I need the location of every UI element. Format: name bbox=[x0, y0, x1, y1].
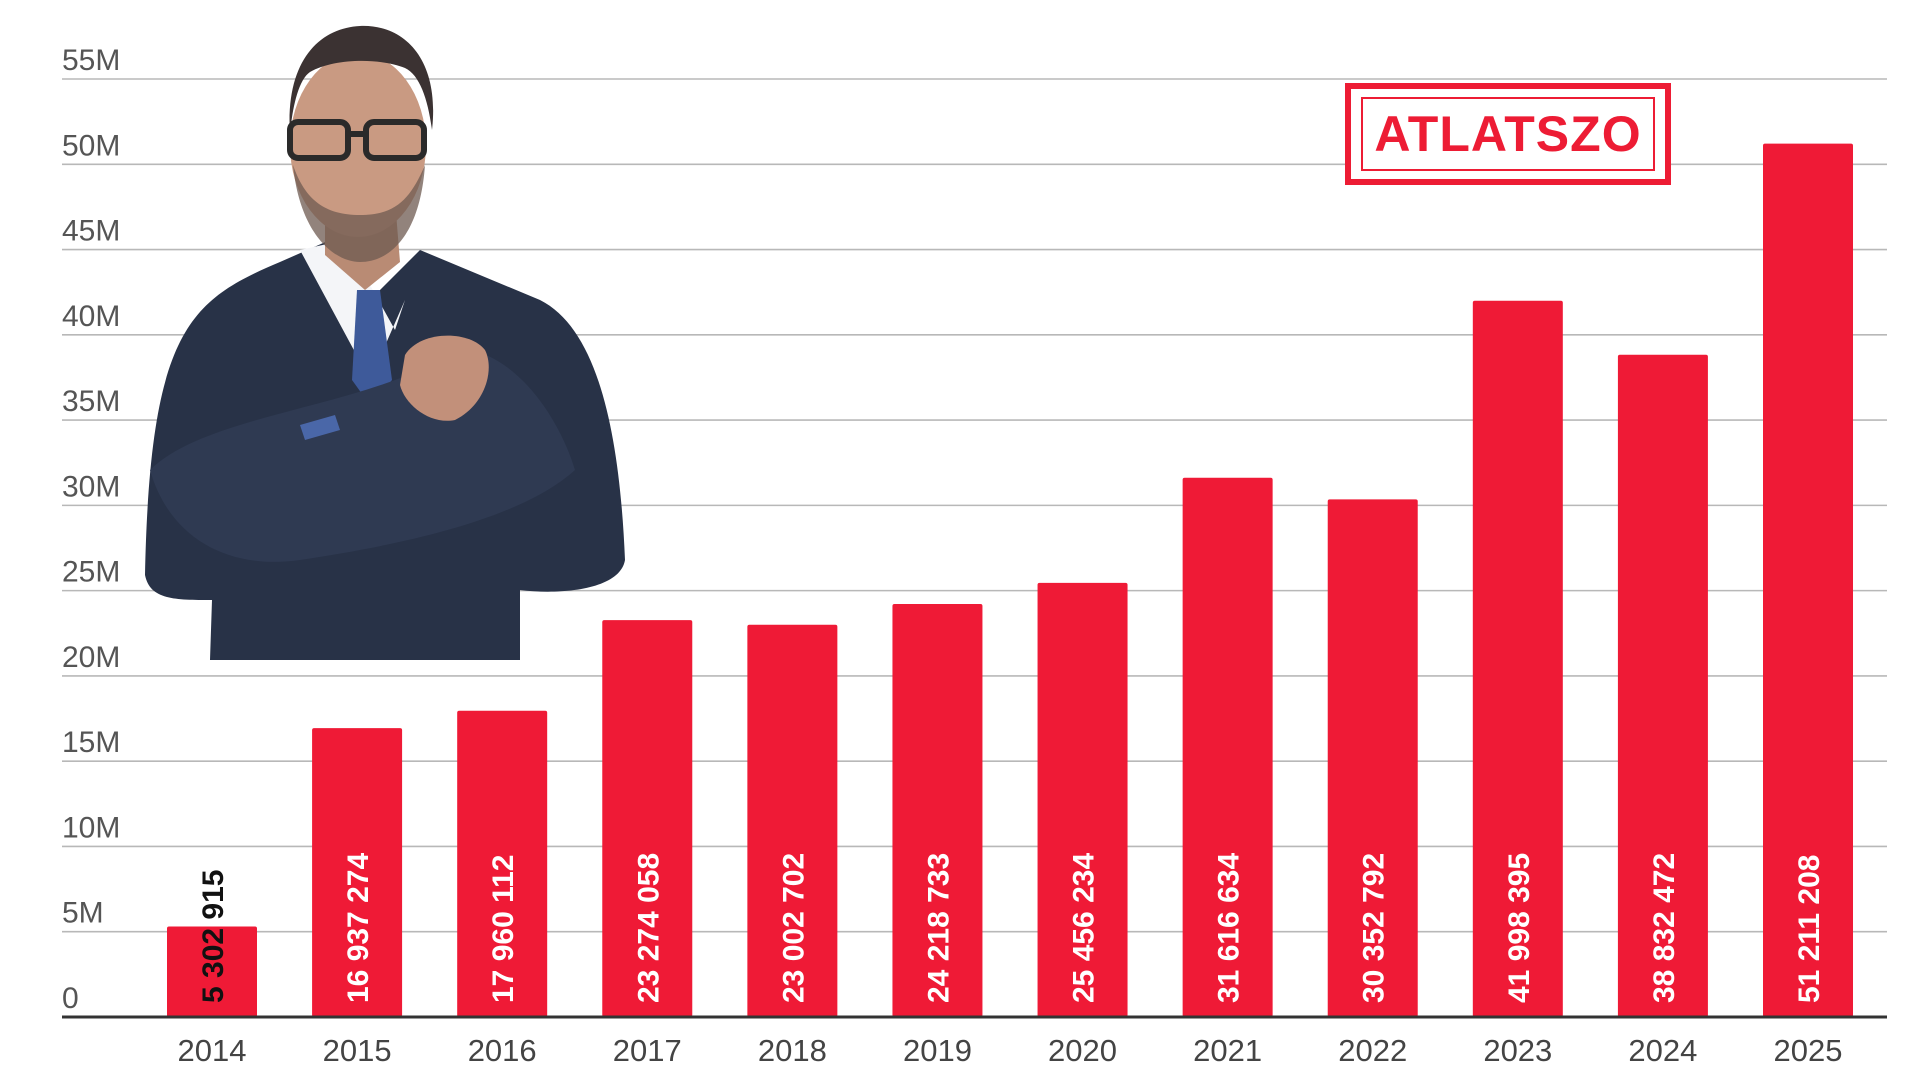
x-tick-label: 2020 bbox=[1048, 1033, 1117, 1068]
x-axis-tick-labels: 2014 2015 2016 2017 2018 2019 2020 2021 2022 2023… bbox=[178, 1033, 1843, 1068]
bar-value-label: 16 937 274 bbox=[342, 853, 375, 1003]
x-tick-label: 2024 bbox=[1628, 1033, 1697, 1068]
logo-frame bbox=[1345, 83, 1671, 185]
bar-value-label: 17 960 112 bbox=[487, 855, 520, 1004]
bar-2017 bbox=[602, 620, 693, 1017]
y-tick-label: 10M bbox=[62, 811, 120, 844]
bar-value-label: 41 998 395 bbox=[1503, 853, 1536, 1003]
beard bbox=[293, 165, 425, 262]
x-tick-label: 2021 bbox=[1193, 1033, 1262, 1068]
bar-value-label: 23 002 702 bbox=[777, 853, 810, 1003]
bar-2020 bbox=[1037, 582, 1128, 1017]
bar-value-label: 24 218 733 bbox=[922, 853, 955, 1003]
bar-value-label: 31 616 634 bbox=[1213, 853, 1246, 1003]
bar-value-label: 38 832 472 bbox=[1648, 853, 1681, 1003]
bar-2019 bbox=[892, 603, 983, 1017]
x-tick-label: 2016 bbox=[468, 1033, 537, 1068]
bar-2018 bbox=[747, 624, 838, 1017]
bar-value-label: 25 456 234 bbox=[1068, 853, 1101, 1003]
bar-2014 bbox=[167, 926, 257, 1017]
bar-value-label: 51 211 208 bbox=[1793, 855, 1826, 1004]
bar-2021 bbox=[1182, 477, 1273, 1017]
bars bbox=[167, 143, 1853, 1018]
y-tick-label: 0 bbox=[62, 982, 79, 1015]
tie bbox=[352, 290, 392, 405]
logo-text: ATLATSZO bbox=[1374, 106, 1641, 162]
bar-2015 bbox=[312, 728, 403, 1017]
portrait-photo bbox=[145, 25, 625, 660]
hair bbox=[289, 25, 434, 135]
atlatszo-logo: ATLATSZO bbox=[1345, 83, 1671, 185]
x-tick-label: 2014 bbox=[178, 1033, 247, 1068]
y-tick-label: 20M bbox=[62, 641, 120, 674]
x-tick-label: 2019 bbox=[903, 1033, 972, 1068]
bar-2016 bbox=[457, 710, 548, 1017]
bar-value-label: 30 352 792 bbox=[1358, 853, 1391, 1003]
x-tick-label: 2017 bbox=[613, 1033, 682, 1068]
bar-2022 bbox=[1327, 499, 1418, 1017]
bar-value-label: 23 274 058 bbox=[632, 853, 665, 1003]
hand bbox=[400, 335, 489, 421]
y-tick-label: 15M bbox=[62, 726, 120, 759]
y-tick-label: 55M bbox=[62, 44, 120, 77]
bar-value-labels: 5 302 915 16 937 274 17 960 112 23 274 058 2… bbox=[197, 853, 1826, 1003]
y-tick-label: 25M bbox=[62, 556, 120, 589]
bar-2023 bbox=[1472, 300, 1563, 1017]
y-tick-label: 5M bbox=[62, 897, 104, 930]
y-axis-tick-labels: 0 5M 10M 15M 20M 25M 30M 35M 40M 45M 50M 55M bbox=[62, 44, 120, 1015]
y-tick-label: 35M bbox=[62, 385, 120, 418]
y-tick-label: 40M bbox=[62, 300, 120, 333]
x-tick-label: 2018 bbox=[758, 1033, 827, 1068]
y-tick-label: 50M bbox=[62, 129, 120, 162]
x-tick-label: 2015 bbox=[323, 1033, 392, 1068]
bar-value-label: 5 302 915 bbox=[197, 870, 230, 1003]
x-tick-label: 2022 bbox=[1338, 1033, 1407, 1068]
head bbox=[290, 53, 426, 237]
bar-2025 bbox=[1763, 143, 1853, 1018]
pocket-square bbox=[300, 415, 340, 440]
x-tick-label: 2023 bbox=[1483, 1033, 1552, 1068]
glasses bbox=[287, 119, 427, 161]
y-tick-label: 30M bbox=[62, 470, 120, 503]
logo-inner-frame bbox=[1361, 97, 1655, 171]
y-tick-label: 45M bbox=[62, 215, 120, 248]
bar-2024 bbox=[1617, 354, 1708, 1017]
x-tick-label: 2025 bbox=[1774, 1033, 1843, 1068]
